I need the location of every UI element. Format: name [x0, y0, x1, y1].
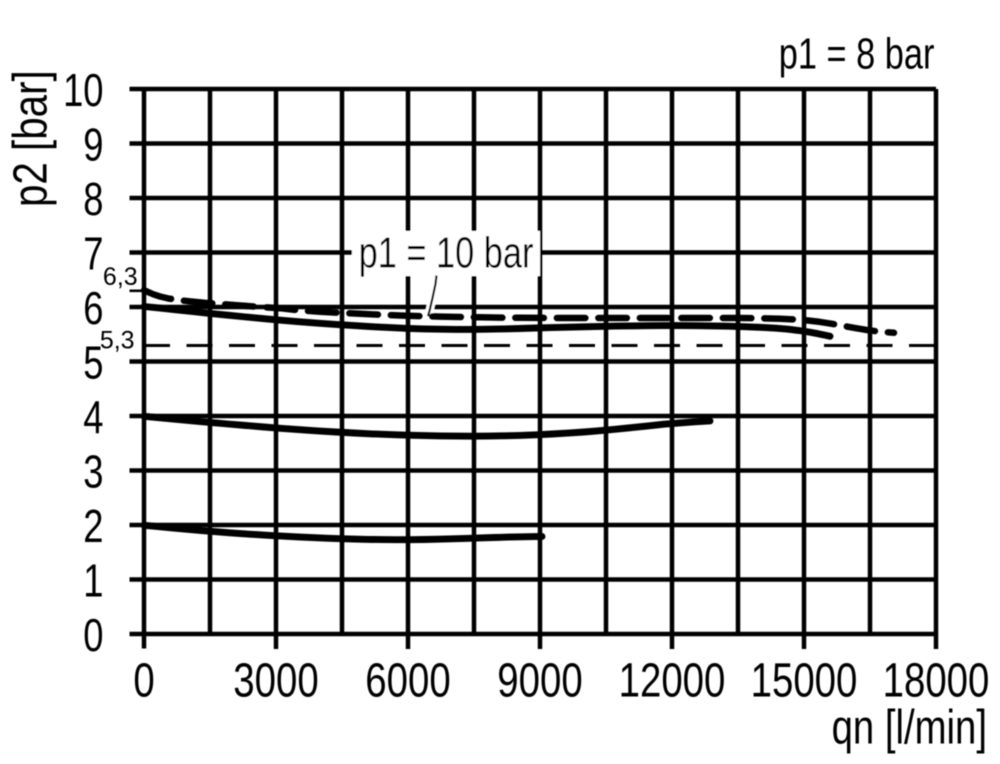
svg-text:18000: 18000 — [883, 655, 990, 708]
svg-text:p1 = 10 bar: p1 = 10 bar — [359, 230, 534, 278]
svg-text:1: 1 — [83, 554, 103, 606]
svg-text:12000: 12000 — [619, 655, 726, 708]
svg-text:5,3: 5,3 — [100, 327, 135, 355]
svg-text:15000: 15000 — [751, 655, 858, 708]
svg-text:6: 6 — [83, 282, 103, 334]
svg-text:3000: 3000 — [233, 655, 318, 708]
svg-text:6,3: 6,3 — [103, 263, 138, 291]
svg-text:9000: 9000 — [497, 655, 582, 708]
svg-text:9: 9 — [83, 118, 103, 170]
svg-text:6000: 6000 — [365, 655, 450, 708]
svg-text:qn [l/min]: qn [l/min] — [832, 700, 987, 754]
svg-text:0: 0 — [83, 609, 103, 661]
svg-text:8: 8 — [83, 173, 103, 225]
svg-text:p2 [bar]: p2 [bar] — [4, 70, 57, 207]
svg-text:0: 0 — [133, 655, 154, 708]
svg-text:5: 5 — [83, 336, 103, 388]
svg-text:10: 10 — [63, 64, 103, 116]
svg-text:4: 4 — [83, 391, 103, 443]
svg-text:3: 3 — [83, 445, 103, 497]
svg-text:2: 2 — [83, 500, 103, 552]
svg-text:p1 = 8 bar: p1 = 8 bar — [779, 31, 935, 79]
svg-text:7: 7 — [83, 227, 103, 279]
